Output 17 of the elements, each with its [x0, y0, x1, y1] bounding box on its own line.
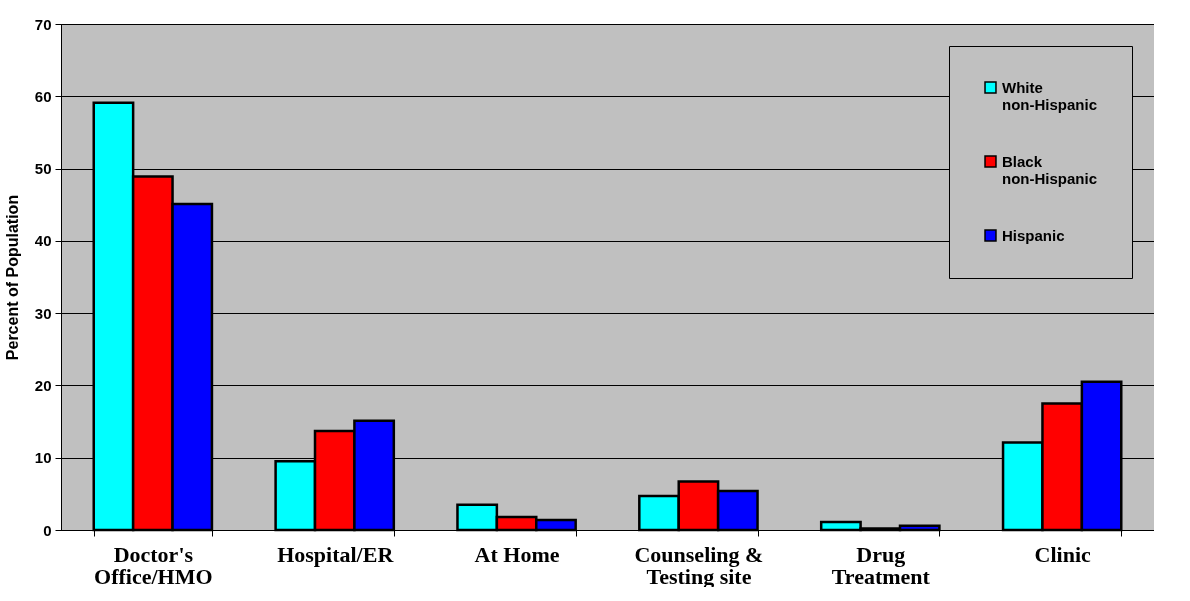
legend-label: White non-Hispanic — [1002, 78, 1098, 113]
legend-label: Black non-Hispanic — [1002, 152, 1098, 187]
legend-label: Hispanic — [1002, 226, 1065, 244]
y-tick-label: 0 — [43, 521, 52, 539]
x-tick-label: Drug Treatment — [831, 541, 931, 589]
y-tick-label: 20 — [34, 376, 52, 394]
x-tick-label: At Home — [474, 541, 560, 567]
x-tick-label: Doctor's Office/HMO — [94, 541, 213, 589]
y-tick-label: 60 — [34, 87, 52, 105]
x-tick-label: Clinic — [1034, 541, 1091, 567]
y-tick-label: 10 — [34, 449, 52, 467]
x-tick-label: Hospital/ER — [277, 541, 395, 567]
y-tick-label: 40 — [34, 232, 52, 250]
y-axis-title: Percent of Population — [3, 194, 21, 361]
y-tick-label: 50 — [34, 160, 52, 178]
y-tick-label: 30 — [34, 304, 52, 322]
y-tick-label: 70 — [34, 15, 52, 33]
